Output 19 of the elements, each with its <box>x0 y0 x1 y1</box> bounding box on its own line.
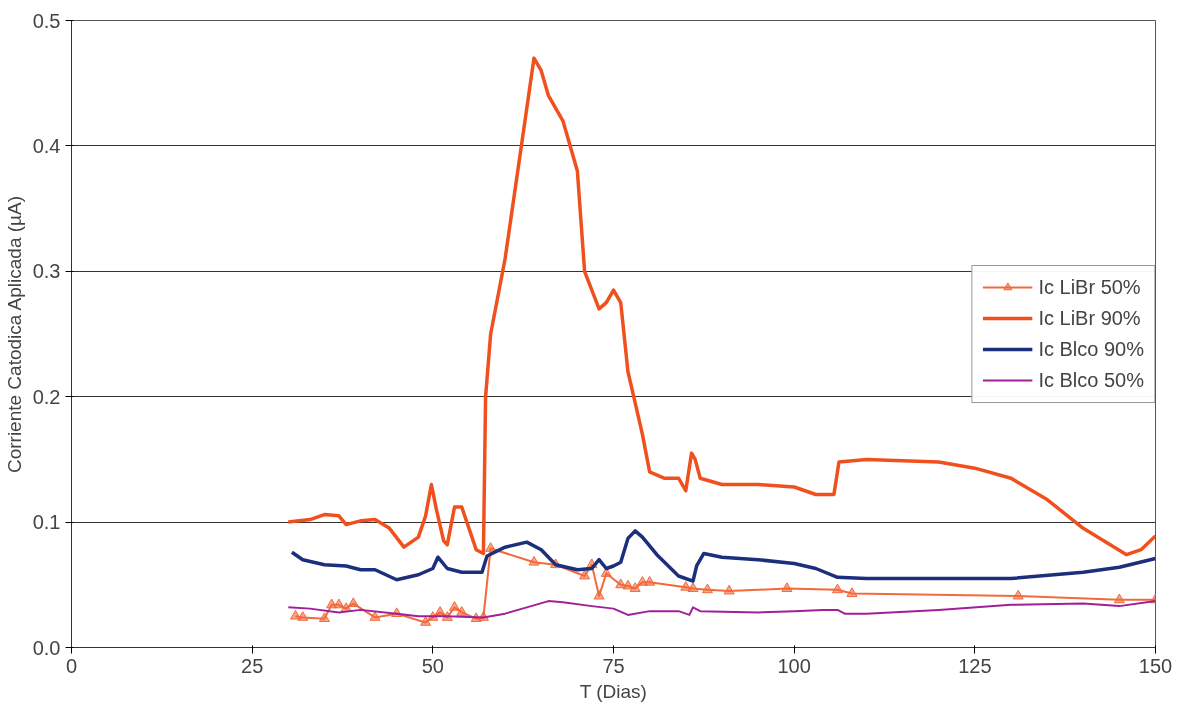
y-axis-title: Corriente Catodica Aplicada (µA) <box>3 195 25 474</box>
legend-label: Ic LiBr 90% <box>1038 306 1141 330</box>
legend-label: Ic LiBr 50% <box>1038 275 1141 299</box>
x-tick-label: 125 <box>958 654 992 677</box>
legend-label: Ic Blco 50% <box>1038 368 1144 392</box>
x-tick-label: 0 <box>65 654 78 677</box>
y-tick-label: 0.1 <box>32 511 61 534</box>
y-tick-label: 0.4 <box>32 134 61 157</box>
y-tick-label: 0.0 <box>32 636 61 659</box>
x-tick-label: 75 <box>602 654 625 677</box>
x-tick-label: 50 <box>421 654 444 677</box>
legend-label: Ic Blco 90% <box>1038 337 1144 361</box>
x-tick-label: 25 <box>241 654 264 677</box>
x-tick-label: 150 <box>1138 654 1173 677</box>
y-tick-label: 0.3 <box>32 260 61 283</box>
x-axis-title: T (Dias) <box>579 680 647 702</box>
y-tick-label: 0.5 <box>32 9 61 32</box>
y-tick-label: 0.2 <box>32 385 61 408</box>
x-tick-label: 100 <box>777 654 811 677</box>
